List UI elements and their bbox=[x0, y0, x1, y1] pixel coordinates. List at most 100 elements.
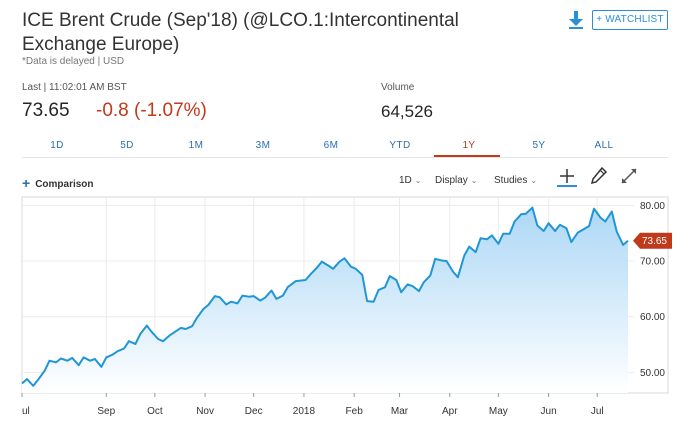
data-point bbox=[49, 360, 50, 361]
last-trade-label: Last | 11:02:01 AM BST bbox=[22, 82, 127, 93]
data-point bbox=[60, 358, 61, 359]
tab-5d[interactable]: 5D bbox=[120, 140, 134, 151]
data-point bbox=[627, 240, 628, 241]
data-point bbox=[514, 221, 515, 222]
data-point bbox=[219, 297, 220, 298]
download-icon[interactable] bbox=[567, 10, 585, 30]
data-point bbox=[503, 233, 504, 234]
studies-dropdown[interactable]: Studies ⌄ bbox=[494, 175, 537, 186]
expand-icon[interactable] bbox=[617, 164, 641, 188]
data-point bbox=[537, 225, 538, 226]
data-point bbox=[452, 271, 453, 272]
data-point bbox=[328, 265, 329, 266]
data-point bbox=[623, 244, 624, 245]
add-to-watchlist-button[interactable]: + WATCHLIST bbox=[592, 10, 668, 30]
data-point bbox=[135, 343, 136, 344]
tab-1m[interactable]: 1M bbox=[188, 140, 204, 151]
data-point bbox=[117, 351, 118, 352]
data-point bbox=[248, 296, 249, 297]
data-point bbox=[282, 295, 283, 296]
data-point bbox=[367, 301, 368, 302]
data-point bbox=[174, 332, 175, 333]
tab-6m[interactable]: 6M bbox=[323, 140, 339, 151]
data-point bbox=[491, 235, 492, 236]
data-point bbox=[593, 208, 594, 209]
crosshair-icon[interactable] bbox=[555, 164, 579, 188]
data-point bbox=[26, 379, 27, 380]
data-point bbox=[605, 221, 606, 222]
data-point bbox=[418, 291, 419, 292]
data-point bbox=[498, 243, 499, 244]
data-point bbox=[566, 228, 567, 229]
data-point bbox=[480, 238, 481, 239]
studies-label: Studies bbox=[494, 175, 528, 186]
data-point bbox=[571, 242, 572, 243]
tab-ytd[interactable]: YTD bbox=[389, 140, 411, 151]
instrument-title: ICE Brent Crude (Sep'18) (@LCO.1:Interco… bbox=[22, 10, 459, 55]
data-point bbox=[430, 275, 431, 276]
data-point bbox=[180, 327, 181, 328]
pencil-icon[interactable] bbox=[587, 164, 611, 188]
y-tick-label: 70.00 bbox=[640, 257, 665, 268]
data-point bbox=[469, 246, 470, 247]
data-point bbox=[305, 279, 306, 280]
data-point bbox=[196, 317, 197, 318]
data-point bbox=[44, 370, 45, 371]
data-point bbox=[94, 358, 95, 359]
x-tick-label: 2018 bbox=[293, 406, 316, 417]
x-tick-label: Sep bbox=[97, 406, 115, 417]
data-point bbox=[441, 260, 442, 261]
data-point bbox=[55, 362, 56, 363]
tab-3m[interactable]: 3M bbox=[255, 140, 271, 151]
tab-1d[interactable]: 1D bbox=[50, 140, 64, 151]
data-point bbox=[124, 348, 125, 349]
data-point bbox=[355, 268, 356, 269]
data-point bbox=[525, 213, 526, 214]
data-point bbox=[486, 239, 487, 240]
data-point bbox=[146, 325, 147, 326]
series-line bbox=[21, 206, 629, 387]
data-point bbox=[378, 289, 379, 290]
data-point bbox=[616, 231, 617, 232]
data-point bbox=[208, 304, 209, 305]
data-point bbox=[295, 281, 296, 282]
data-point bbox=[264, 297, 265, 298]
x-tick-label: Mar bbox=[391, 406, 409, 417]
data-point bbox=[112, 354, 113, 355]
x-tick-label: Dec bbox=[245, 406, 263, 417]
price-change: -0.8 (-1.07%) bbox=[96, 100, 207, 121]
data-point bbox=[101, 366, 102, 367]
time-range-tabs: 1D 5D 1M 3M 6M YTD 1Y 5Y ALL bbox=[22, 138, 668, 158]
active-tab-indicator bbox=[434, 155, 500, 157]
data-point bbox=[78, 365, 79, 366]
data-point bbox=[128, 341, 129, 342]
data-point bbox=[423, 282, 424, 283]
last-price-badge bbox=[633, 232, 672, 249]
data-point bbox=[521, 214, 522, 215]
data-point bbox=[396, 279, 397, 280]
data-point bbox=[271, 290, 272, 291]
comparison-button[interactable]: + Comparison bbox=[22, 174, 94, 191]
tab-1y[interactable]: 1Y bbox=[462, 140, 476, 151]
tab-5y[interactable]: 5Y bbox=[532, 140, 546, 151]
display-dropdown[interactable]: Display ⌄ bbox=[435, 175, 478, 186]
data-point bbox=[412, 286, 413, 287]
data-point bbox=[543, 230, 544, 231]
data-point bbox=[21, 383, 22, 384]
data-point bbox=[389, 276, 390, 277]
tab-all[interactable]: ALL bbox=[594, 140, 614, 151]
x-tick-label: May bbox=[489, 406, 508, 417]
data-point bbox=[287, 287, 288, 288]
x-tick-label: Jul bbox=[591, 406, 604, 417]
x-tick-label: ul bbox=[22, 406, 30, 417]
chevron-down-icon: ⌄ bbox=[470, 176, 478, 185]
data-point bbox=[475, 252, 476, 253]
data-point bbox=[260, 300, 261, 301]
x-tick-label: Jun bbox=[541, 406, 557, 417]
data-point bbox=[407, 284, 408, 285]
series-area bbox=[22, 207, 628, 393]
interval-dropdown[interactable]: 1D ⌄ bbox=[399, 175, 422, 186]
plus-icon: + bbox=[22, 175, 31, 191]
data-point bbox=[446, 260, 447, 261]
